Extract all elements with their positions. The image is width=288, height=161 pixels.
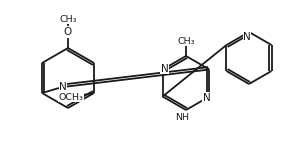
Text: OCH₃: OCH₃ bbox=[58, 93, 84, 101]
Text: N: N bbox=[59, 82, 67, 92]
Text: CH₃: CH₃ bbox=[59, 14, 77, 24]
Text: O: O bbox=[64, 27, 72, 37]
Text: CH₃: CH₃ bbox=[177, 37, 195, 46]
Text: N: N bbox=[161, 63, 168, 74]
Text: NH: NH bbox=[175, 114, 189, 123]
Text: N: N bbox=[243, 32, 251, 42]
Text: N: N bbox=[202, 93, 210, 103]
